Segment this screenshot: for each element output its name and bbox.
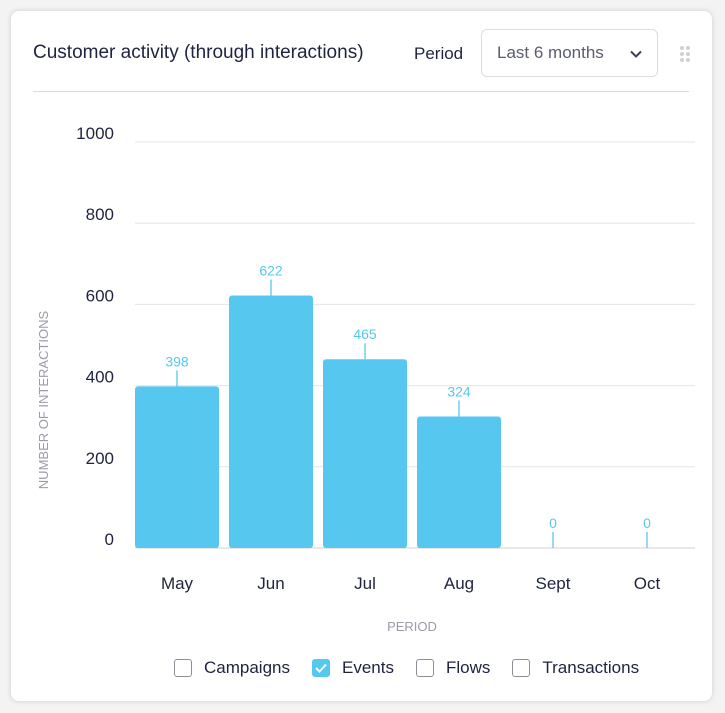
- y-tick-label: 1000: [76, 124, 114, 143]
- data-label: 0: [549, 515, 557, 531]
- data-label: 324: [447, 383, 471, 399]
- y-tick-label: 0: [105, 530, 114, 549]
- legend-label: Flows: [445, 658, 491, 677]
- checkbox[interactable]: [174, 659, 192, 677]
- header-divider: [33, 91, 689, 92]
- checkbox[interactable]: [415, 659, 434, 677]
- y-tick-label: 400: [86, 368, 114, 387]
- legend-label: Campaigns: [204, 658, 290, 677]
- series-legend: Campaigns Events Flows Transactions: [174, 658, 661, 678]
- data-label: 0: [643, 515, 651, 531]
- checkbox[interactable]: [312, 659, 330, 677]
- bar: [135, 386, 219, 548]
- data-label: 398: [165, 353, 189, 369]
- chevron-down-icon: [630, 43, 642, 63]
- chart-card: Customer activity (through interactions)…: [11, 11, 712, 701]
- x-tick-label: May: [161, 574, 194, 593]
- legend-item-events[interactable]: Events: [312, 658, 394, 678]
- x-tick-label: Oct: [634, 574, 661, 593]
- y-tick-label: 200: [86, 449, 114, 468]
- y-tick-label: 600: [86, 286, 114, 305]
- legend-label: Transactions: [542, 658, 640, 677]
- period-label: Period: [414, 44, 464, 63]
- y-axis-title: NUMBER OF INTERACTIONS: [36, 310, 51, 489]
- legend-label: Events: [342, 658, 394, 677]
- drag-handle-icon[interactable]: [679, 45, 691, 68]
- legend-item-flows[interactable]: Flows: [415, 658, 491, 678]
- period-select-value: Last 6 months: [497, 43, 604, 62]
- card-title: Customer activity (through interactions): [33, 42, 364, 63]
- legend-item-transactions[interactable]: Transactions: [512, 658, 639, 678]
- data-label: 465: [353, 326, 377, 342]
- x-tick-label: Aug: [444, 574, 474, 593]
- x-tick-label: Jun: [257, 574, 284, 593]
- period-select[interactable]: Last 6 months: [481, 29, 658, 77]
- data-label: 622: [259, 262, 283, 278]
- check-icon: [315, 663, 327, 673]
- x-axis-title: PERIOD: [387, 619, 437, 634]
- bar: [417, 416, 501, 548]
- x-tick-label: Sept: [536, 574, 571, 593]
- bar: [229, 295, 313, 548]
- checkbox[interactable]: [512, 659, 531, 677]
- x-tick-label: Jul: [354, 574, 376, 593]
- y-tick-label: 800: [86, 205, 114, 224]
- legend-item-campaigns[interactable]: Campaigns: [174, 658, 290, 678]
- bar: [323, 359, 407, 548]
